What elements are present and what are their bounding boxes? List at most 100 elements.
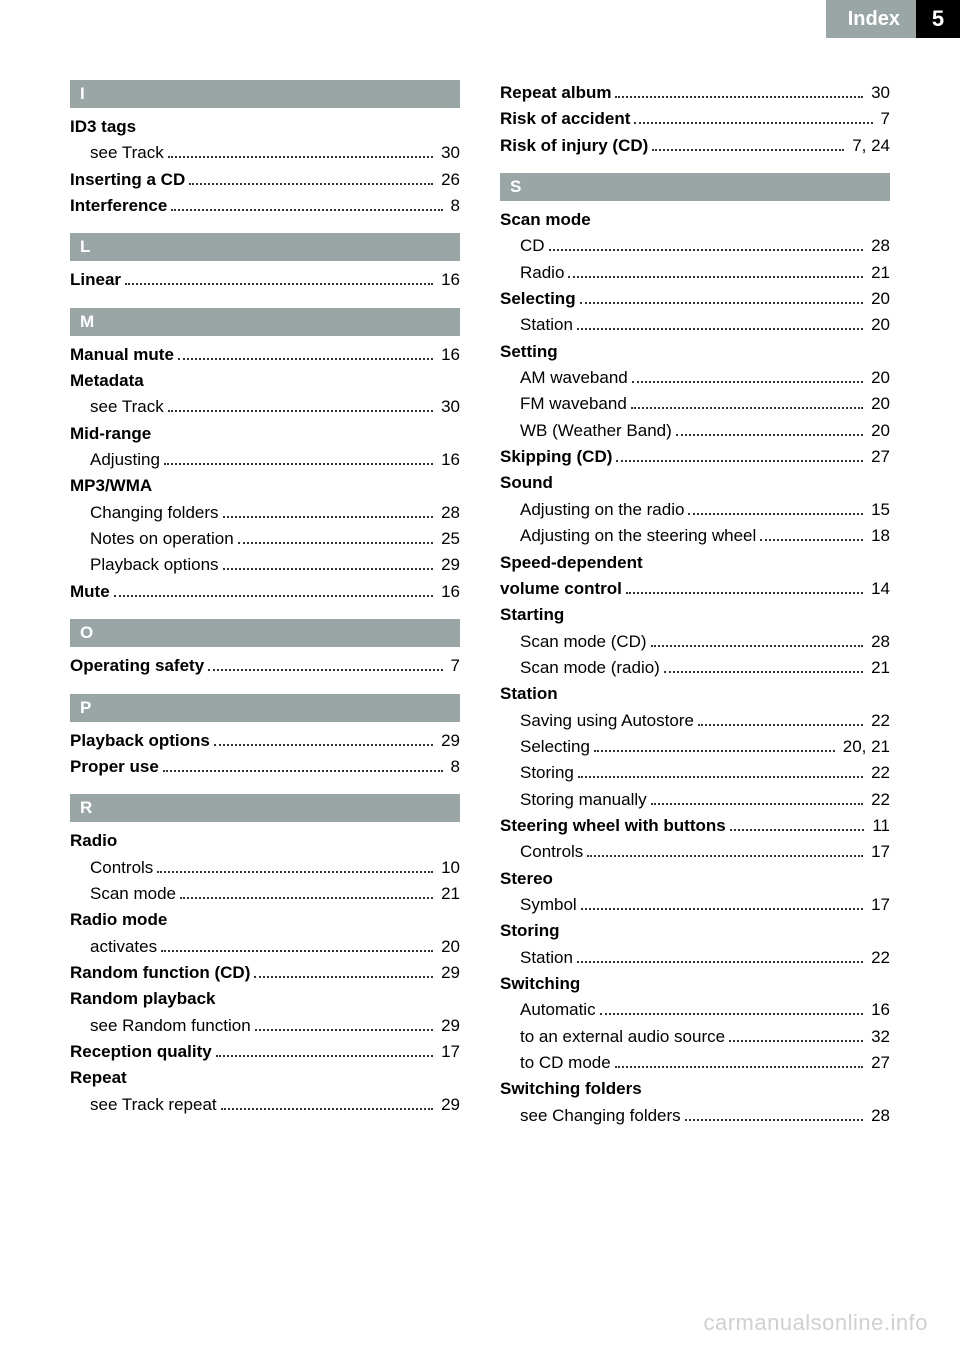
index-entry: Repeat (70, 1065, 460, 1091)
leader-dots (698, 714, 863, 726)
index-entry: Proper use8 (70, 754, 460, 780)
leader-dots (632, 371, 863, 383)
leader-dots (549, 239, 864, 251)
index-entry: Station (500, 681, 890, 707)
index-entry: activates20 (70, 934, 460, 960)
index-entry-page: 28 (867, 233, 890, 259)
index-entry-label: Station (520, 312, 573, 338)
index-entry: Inserting a CD26 (70, 167, 460, 193)
leader-dots (223, 559, 434, 571)
index-entry-label: see Changing folders (520, 1103, 681, 1129)
index-entry-page: 20, 21 (839, 734, 890, 760)
index-entry: FM waveband20 (500, 391, 890, 417)
page-number: 5 (916, 0, 960, 38)
leader-dots (254, 966, 433, 978)
index-entry-page: 29 (437, 1092, 460, 1118)
index-entry: see Track repeat 29 (70, 1092, 460, 1118)
index-entry-page: 17 (867, 892, 890, 918)
index-entry: Radio (70, 828, 460, 854)
index-entry-page: 22 (867, 708, 890, 734)
index-entry: Manual mute16 (70, 342, 460, 368)
index-entry: Random function (CD) 29 (70, 960, 460, 986)
index-entry: Storing (500, 918, 890, 944)
leader-dots (578, 766, 863, 778)
index-entry: WB (Weather Band)20 (500, 418, 890, 444)
index-entry-page: 7 (877, 106, 890, 132)
leader-dots (729, 1030, 863, 1042)
index-entry-label: Reception quality (70, 1039, 212, 1065)
index-entry: Radio mode (70, 907, 460, 933)
index-entry-label: AM waveband (520, 365, 628, 391)
index-entry-page: 20 (867, 312, 890, 338)
index-entry-label: Mute (70, 579, 110, 605)
index-entry-label: Inserting a CD (70, 167, 185, 193)
leader-dots (168, 401, 433, 413)
leader-dots (178, 348, 433, 360)
index-entry-label: Playback options (70, 728, 210, 754)
index-entry-label: Controls (90, 855, 153, 881)
index-entry: Selecting20, 21 (500, 734, 890, 760)
leader-dots (676, 424, 863, 436)
leader-dots (114, 585, 433, 597)
index-entry-page: 8 (447, 193, 460, 219)
index-entry-label: MP3/WMA (70, 473, 152, 499)
index-entry: Reception quality17 (70, 1039, 460, 1065)
index-entry-label: Station (520, 945, 573, 971)
index-entry: Risk of accident 7 (500, 106, 890, 132)
index-entry-label: Scan mode (radio) (520, 655, 660, 681)
index-entry-label: Risk of accident (500, 106, 630, 132)
index-entry-label: Mid-range (70, 421, 151, 447)
index-entry-page: 29 (437, 728, 460, 754)
index-entry-page: 14 (867, 576, 890, 602)
index-entry-page: 28 (867, 1103, 890, 1129)
leader-dots (615, 86, 863, 98)
index-entry: Risk of injury (CD)7, 24 (500, 133, 890, 159)
index-entry: volume control14 (500, 576, 890, 602)
index-entry: Playback options 29 (70, 728, 460, 754)
index-entry-label: see Track repeat (90, 1092, 217, 1118)
index-entry-page: 22 (867, 760, 890, 786)
index-entry-page: 18 (867, 523, 890, 549)
index-entry: Selecting20 (500, 286, 890, 312)
index-entry: see Random function29 (70, 1013, 460, 1039)
index-entry-label: Scan mode (CD) (520, 629, 647, 655)
index-entry-label: Random function (CD) (70, 960, 250, 986)
index-entry-page: 20 (867, 418, 890, 444)
index-entry: Setting (500, 339, 890, 365)
index-entry-page: 16 (437, 447, 460, 473)
index-entry: Steering wheel with buttons11 (500, 813, 890, 839)
leader-dots (221, 1098, 433, 1110)
watermark: carmanualsonline.info (703, 1310, 928, 1336)
leader-dots (685, 1109, 863, 1121)
leader-dots (214, 734, 433, 746)
leader-dots (580, 292, 863, 304)
leader-dots (651, 793, 863, 805)
leader-dots (568, 266, 863, 278)
index-entry-label: Proper use (70, 754, 159, 780)
leader-dots (125, 273, 433, 285)
index-entry-label: activates (90, 934, 157, 960)
index-entry-label: Controls (520, 839, 583, 865)
section-bar: S (500, 173, 890, 201)
index-entry-label: see Track (90, 394, 164, 420)
index-entry-page: 28 (867, 629, 890, 655)
index-entry: see Track30 (70, 140, 460, 166)
index-entry-label: to an external audio source (520, 1024, 725, 1050)
index-entry-label: Interference (70, 193, 167, 219)
leader-dots (600, 1003, 863, 1015)
section-bar: P (70, 694, 460, 722)
index-entry: Operating safety7 (70, 653, 460, 679)
header-bar: Index 5 (826, 0, 960, 38)
index-entry-page: 22 (867, 945, 890, 971)
index-entry: Stereo (500, 866, 890, 892)
index-entry-label: CD (520, 233, 545, 259)
index-entry-page: 7, 24 (848, 133, 890, 159)
leader-dots (760, 529, 863, 541)
index-entry-page: 16 (437, 267, 460, 293)
index-entry-page: 29 (437, 960, 460, 986)
index-entry: see Track30 (70, 394, 460, 420)
index-entry-label: Notes on operation (90, 526, 234, 552)
index-entry-page: 7 (447, 653, 460, 679)
index-entry-label: Scan mode (500, 207, 591, 233)
index-entry-page: 16 (867, 997, 890, 1023)
